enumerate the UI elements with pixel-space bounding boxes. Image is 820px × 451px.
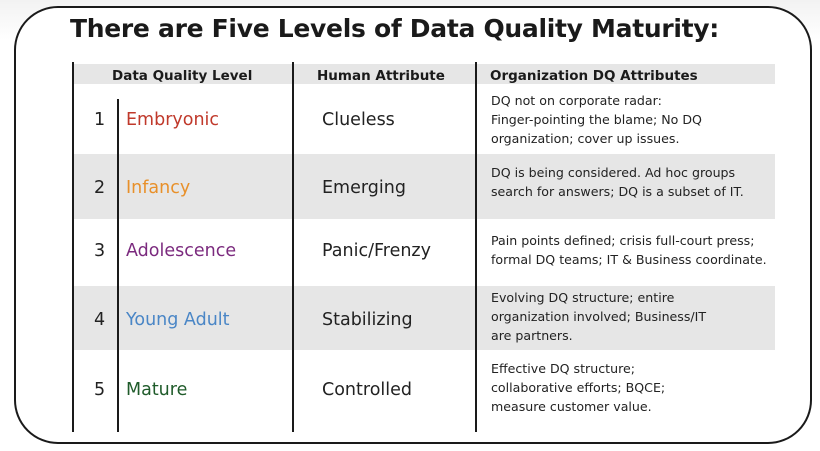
org-line: collaborative efforts; BQCE; — [491, 380, 666, 395]
org-line: formal DQ teams; IT & Business coordinat… — [491, 252, 767, 267]
org-line: Pain points defined; crisis full-court p… — [491, 233, 755, 248]
table-row: 3 Adolescence Panic/Frenzy Pain points d… — [72, 219, 775, 286]
org-line: DQ not on corporate radar: — [491, 93, 662, 108]
org-attributes: Evolving DQ structure; entire organizati… — [491, 288, 773, 345]
org-line: Effective DQ structure; — [491, 361, 635, 376]
page-title: There are Five Levels of Data Quality Ma… — [70, 14, 719, 43]
column-divider — [475, 62, 477, 432]
table-row: 4 Young Adult Stabilizing Evolving DQ st… — [72, 286, 775, 350]
maturity-table: Data Quality Level Human Attribute Organ… — [72, 62, 775, 432]
table-row: 5 Mature Controlled Effective DQ structu… — [72, 350, 775, 430]
human-attribute: Controlled — [322, 380, 412, 400]
org-line: organization involved; Business/IT — [491, 309, 707, 324]
level-name: Embryonic — [126, 110, 220, 130]
org-attributes: Pain points defined; crisis full-court p… — [491, 231, 773, 269]
org-attributes: Effective DQ structure; collaborative ef… — [491, 359, 773, 416]
org-line: are partners. — [491, 328, 573, 343]
level-name: Young Adult — [126, 310, 230, 330]
org-attributes: DQ is being considered. Ad hoc groups se… — [491, 163, 773, 201]
org-line: measure customer value. — [491, 399, 652, 414]
human-attribute: Emerging — [322, 178, 406, 198]
column-divider — [72, 62, 74, 432]
level-number: 1 — [94, 110, 106, 130]
org-line: Evolving DQ structure; entire — [491, 290, 675, 305]
level-number: 4 — [94, 310, 106, 330]
table-row: 2 Infancy Emerging DQ is being considere… — [72, 154, 775, 219]
table-header-row: Data Quality Level Human Attribute Organ… — [72, 64, 775, 84]
org-line: Finger-pointing the blame; No DQ — [491, 112, 702, 127]
number-divider — [117, 99, 119, 432]
level-name: Adolescence — [126, 241, 237, 261]
org-line: organization; cover up issues. — [491, 131, 680, 146]
human-attribute: Clueless — [322, 110, 395, 130]
human-attribute: Panic/Frenzy — [322, 241, 431, 261]
column-divider — [292, 62, 294, 432]
table-row: 1 Embryonic Clueless DQ not on corporate… — [72, 84, 775, 154]
level-name: Infancy — [126, 178, 191, 198]
org-attributes: DQ not on corporate radar: Finger-pointi… — [491, 91, 773, 148]
header-level: Data Quality Level — [112, 68, 253, 84]
human-attribute: Stabilizing — [322, 310, 413, 330]
level-number: 2 — [94, 178, 106, 198]
org-line: DQ is being considered. Ad hoc groups — [491, 165, 736, 180]
level-name: Mature — [126, 380, 188, 400]
header-human: Human Attribute — [317, 68, 445, 84]
header-org: Organization DQ Attributes — [490, 68, 698, 84]
level-number: 5 — [94, 380, 106, 400]
level-number: 3 — [94, 241, 106, 261]
org-line: search for answers; DQ is a subset of IT… — [491, 184, 744, 199]
